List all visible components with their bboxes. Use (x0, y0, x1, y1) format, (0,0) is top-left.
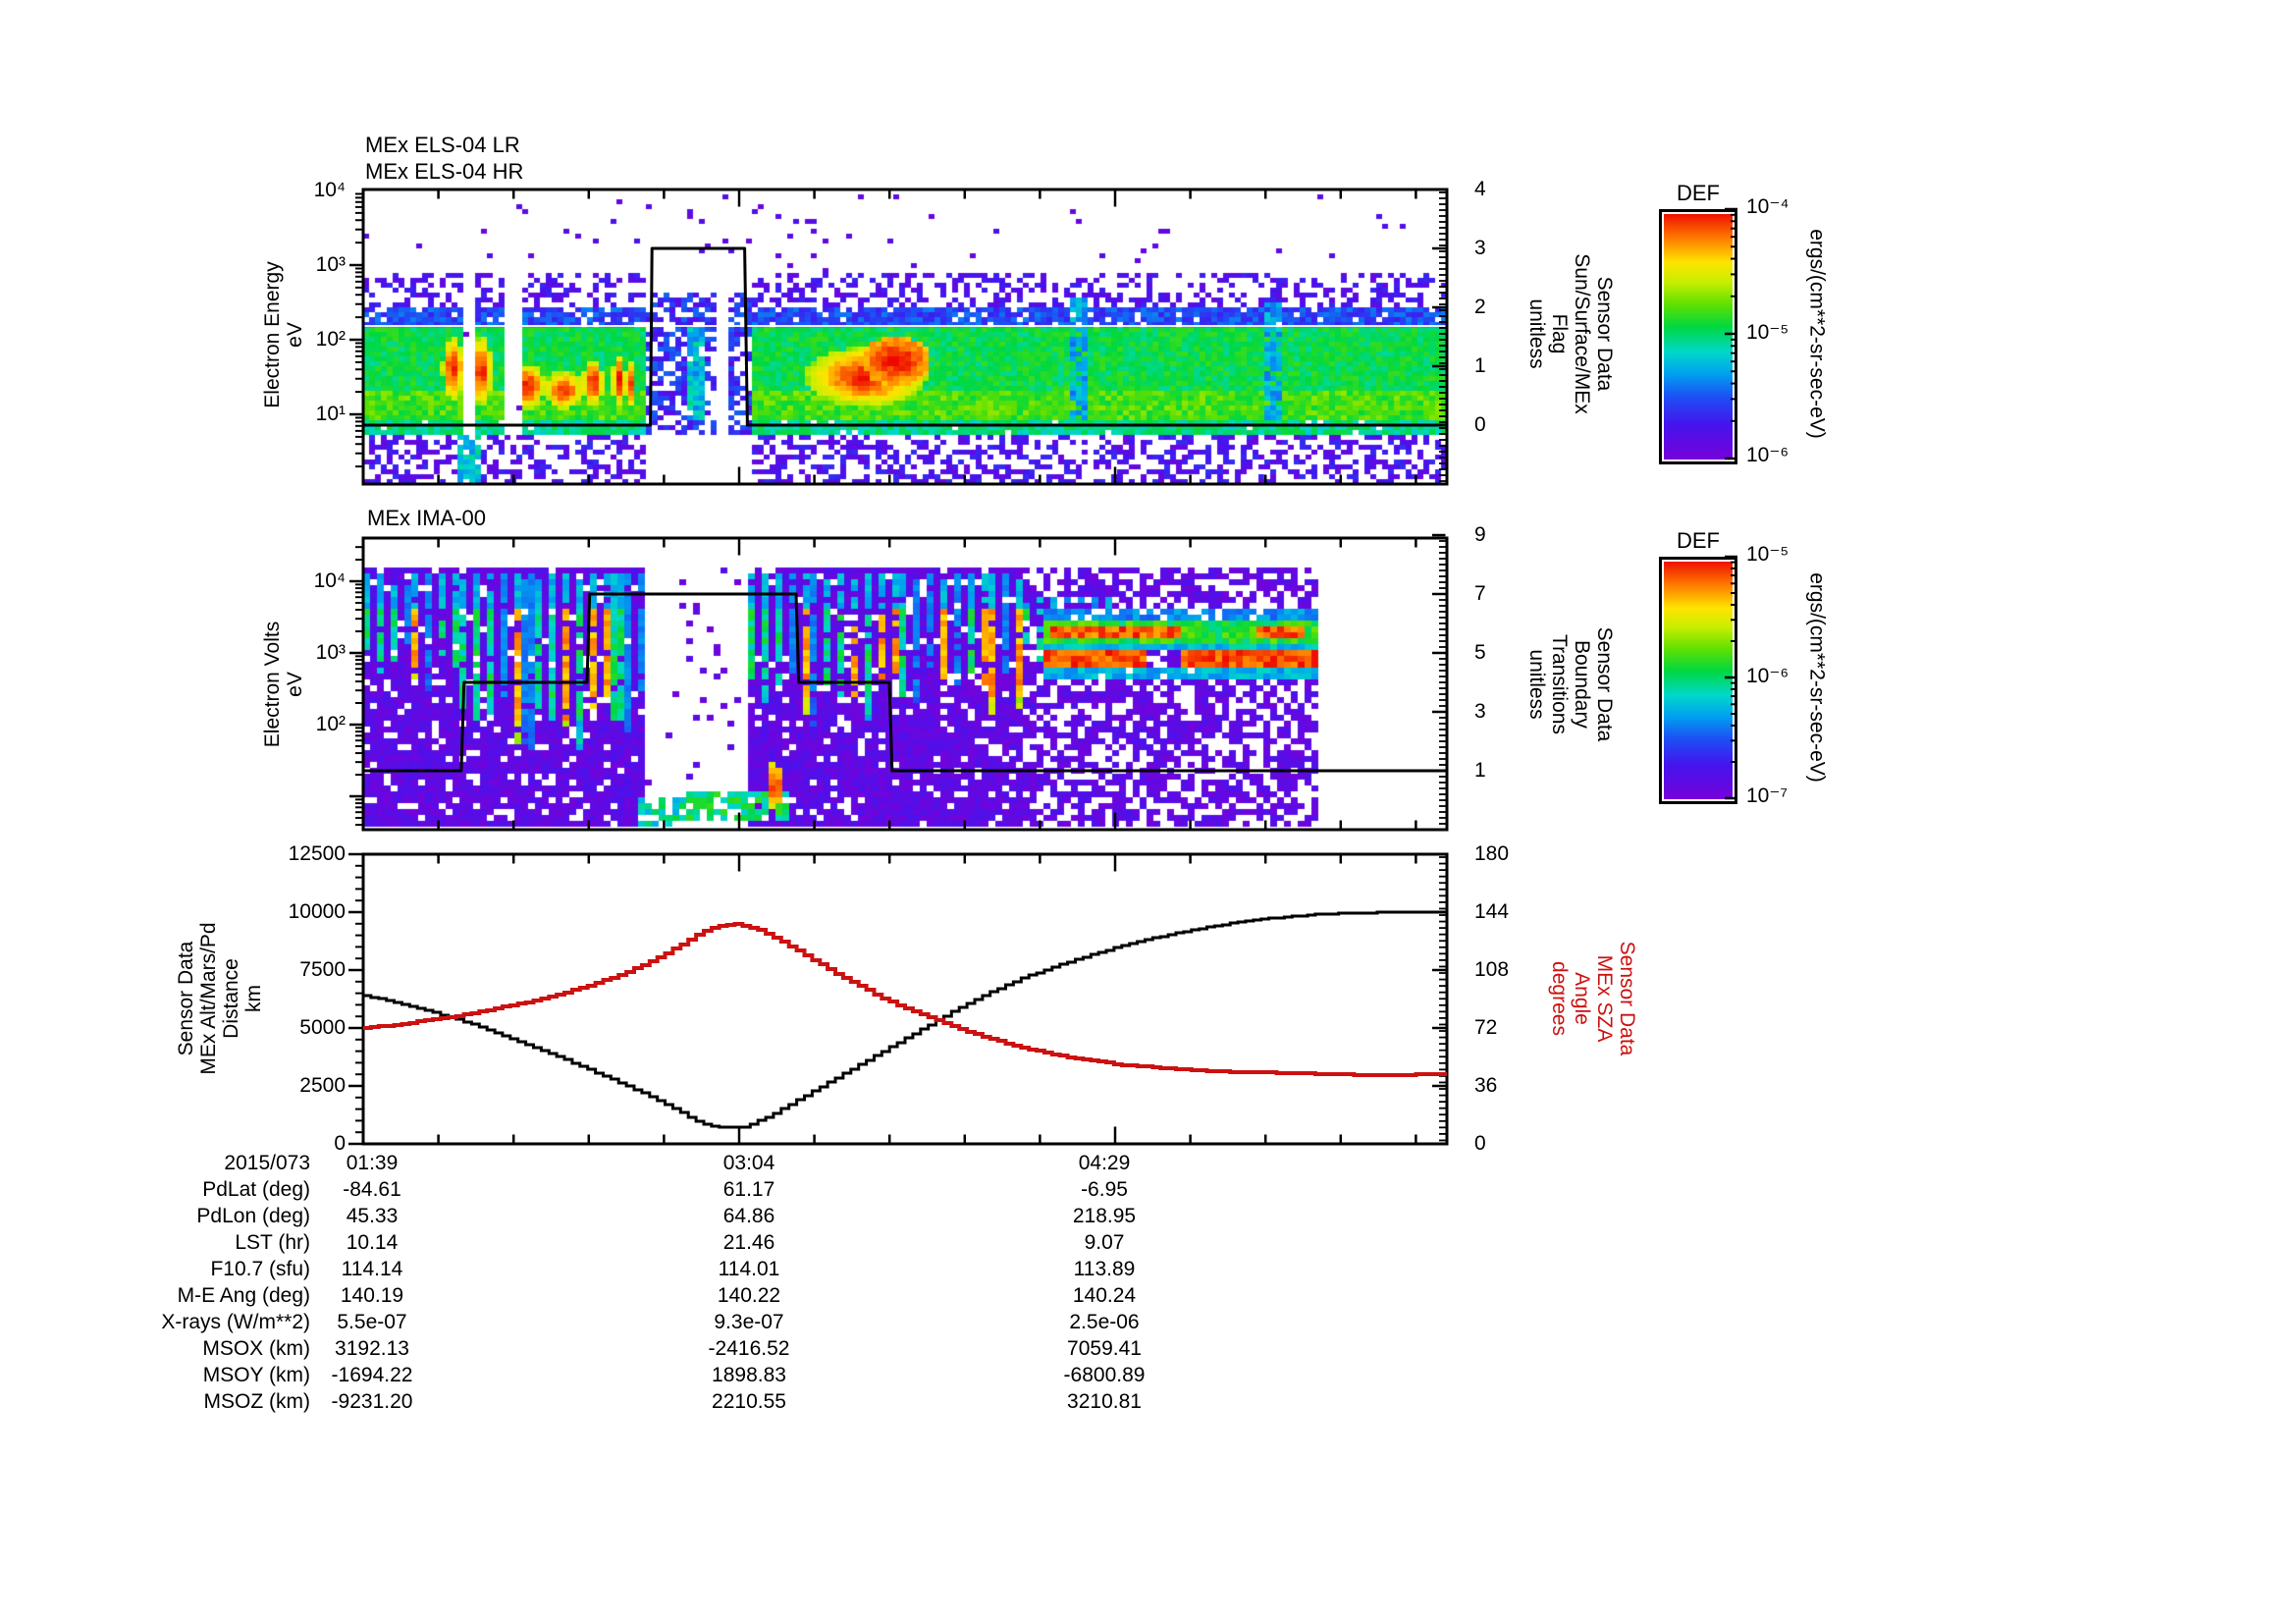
els-spectrogram-canvas (363, 189, 1447, 484)
table-cell: 9.07 (1084, 1231, 1125, 1254)
table-row-label: X-rays (W/m**2) (161, 1311, 310, 1333)
colorbar-tick: 10⁻⁵ (1746, 543, 1789, 566)
table-cell: 61.17 (722, 1178, 775, 1201)
orbit-ytick: 5000 (299, 1016, 346, 1039)
table-cell: 2210.55 (712, 1390, 786, 1413)
table-cell: -1694.22 (331, 1364, 413, 1386)
table-cell: 45.33 (346, 1205, 399, 1227)
colorbar-def-ima (1659, 557, 1737, 804)
els-ytick: 10² (315, 328, 346, 351)
table-cell: 114.14 (341, 1258, 403, 1280)
colorbar-tick: 10⁻⁴ (1746, 195, 1789, 218)
els-title-hr: MEx ELS-04 HR (365, 159, 524, 184)
colorbar-tick: 10⁻⁶ (1746, 444, 1789, 466)
els-ytick: 10³ (315, 253, 346, 276)
table-cell: -84.61 (343, 1178, 401, 1201)
els-rtick: 0 (1474, 413, 1486, 436)
orbit-ylabel: Sensor Data MEx Alt/Mars/Pd Distance km (175, 922, 265, 1075)
table-row-label: MSOY (km) (202, 1364, 310, 1386)
table-cell: 140.22 (717, 1284, 781, 1307)
table-row-label: LST (hr) (235, 1231, 310, 1254)
table-cell: 140.24 (1072, 1284, 1137, 1307)
ima-spectrogram-canvas (363, 538, 1447, 830)
table-cell: -6800.89 (1063, 1364, 1146, 1386)
table-cell: 9.3e-07 (714, 1311, 784, 1333)
colorbar-tick: 10⁻⁵ (1746, 321, 1789, 344)
ima-ylabel: Electron Volts eV (261, 621, 306, 748)
table-cell: 3192.13 (335, 1337, 409, 1360)
orbit-rtick: 144 (1474, 900, 1510, 923)
table-cell: 10.14 (346, 1231, 399, 1254)
table-cell: 2.5e-06 (1069, 1311, 1140, 1333)
table-cell: 64.86 (722, 1205, 775, 1227)
table-row-label: MSOX (km) (202, 1337, 310, 1360)
ima-rtick: 1 (1474, 759, 1486, 782)
orbit-right-label: Sensor Data MEx SZA Angle degrees (1548, 941, 1638, 1056)
ima-title: MEx IMA-00 (367, 506, 487, 530)
colorbar-unit: ergs/(cm**2-sr-sec-eV) (1805, 572, 1829, 783)
ima-right-label: Sensor Data Boundary Transitions unitles… (1525, 626, 1616, 742)
orbit-rtick: 180 (1474, 842, 1510, 865)
table-cell: -9231.20 (331, 1390, 413, 1413)
ima-rtick: 7 (1474, 582, 1486, 605)
els-rtick: 1 (1474, 354, 1486, 377)
table-cell: 1898.83 (712, 1364, 786, 1386)
els-rtick: 3 (1474, 237, 1486, 259)
colorbar-title: DEF (1677, 528, 1720, 553)
orbit-ytick: 7500 (299, 958, 346, 981)
table-row-label: PdLon (deg) (196, 1205, 310, 1227)
table-row-label: 2015/073 (224, 1152, 310, 1174)
table-cell: 21.46 (722, 1231, 775, 1254)
orbit-ytick: 12500 (288, 842, 346, 865)
els-rtick: 2 (1474, 296, 1486, 318)
table-cell: 140.19 (340, 1284, 404, 1307)
table-row-label: F10.7 (sfu) (210, 1258, 310, 1280)
colorbar-tick: 10⁻⁷ (1746, 784, 1789, 807)
table-cell: 03:04 (722, 1152, 775, 1174)
els-rtick: 4 (1474, 178, 1486, 200)
ima-rtick: 9 (1474, 523, 1486, 546)
table-cell: 7059.41 (1067, 1337, 1142, 1360)
orbit-ytick: 0 (334, 1132, 346, 1155)
table-cell: -6.95 (1081, 1178, 1128, 1201)
orbit-ytick: 10000 (288, 900, 346, 923)
colorbar-unit: ergs/(cm**2-sr-sec-eV) (1805, 229, 1829, 439)
ima-rtick: 5 (1474, 641, 1486, 664)
table-cell: 01:39 (346, 1152, 399, 1174)
table-cell: 5.5e-07 (337, 1311, 407, 1333)
orbit-rtick: 0 (1474, 1132, 1486, 1155)
orbit-ytick: 2500 (299, 1074, 346, 1097)
orbit-rtick: 108 (1474, 958, 1510, 981)
ima-ytick: 10³ (315, 641, 346, 664)
els-ytick: 10¹ (315, 403, 346, 425)
table-cell: 218.95 (1072, 1205, 1137, 1227)
ima-ytick: 10² (315, 713, 346, 735)
table-cell: -2416.52 (708, 1337, 790, 1360)
table-row-label: M-E Ang (deg) (177, 1284, 310, 1307)
colorbar-def-els (1659, 209, 1737, 464)
table-cell: 114.01 (718, 1258, 780, 1280)
colorbar-tick: 10⁻⁶ (1746, 665, 1789, 687)
els-ylabel: Electron Energy eV (261, 261, 306, 408)
table-cell: 3210.81 (1067, 1390, 1142, 1413)
els-title-lr: MEx ELS-04 LR (365, 133, 520, 157)
ima-rtick: 3 (1474, 700, 1486, 723)
orbit-rtick: 36 (1474, 1074, 1498, 1097)
table-cell: 113.89 (1073, 1258, 1136, 1280)
table-cell: 04:29 (1078, 1152, 1131, 1174)
ima-ytick: 10⁴ (313, 569, 346, 592)
colorbar-title: DEF (1677, 181, 1720, 205)
orbit-rtick: 72 (1474, 1016, 1498, 1039)
els-right-label: Sensor Data Sun/Surface/MEx Flag unitles… (1525, 253, 1616, 414)
table-row-label: MSOZ (km) (203, 1390, 310, 1413)
table-row-label: PdLat (deg) (202, 1178, 310, 1201)
els-ytick: 10⁴ (313, 179, 346, 201)
